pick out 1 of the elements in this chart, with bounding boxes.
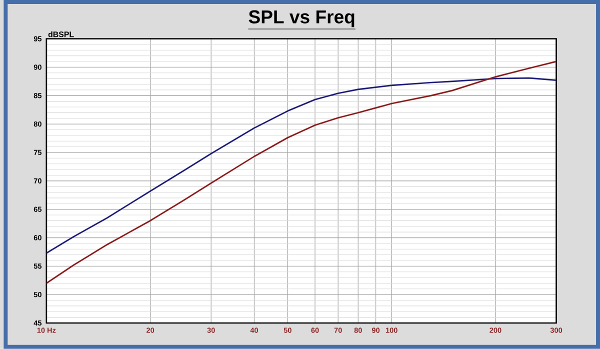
chart-title: SPL vs Freq xyxy=(248,10,354,28)
